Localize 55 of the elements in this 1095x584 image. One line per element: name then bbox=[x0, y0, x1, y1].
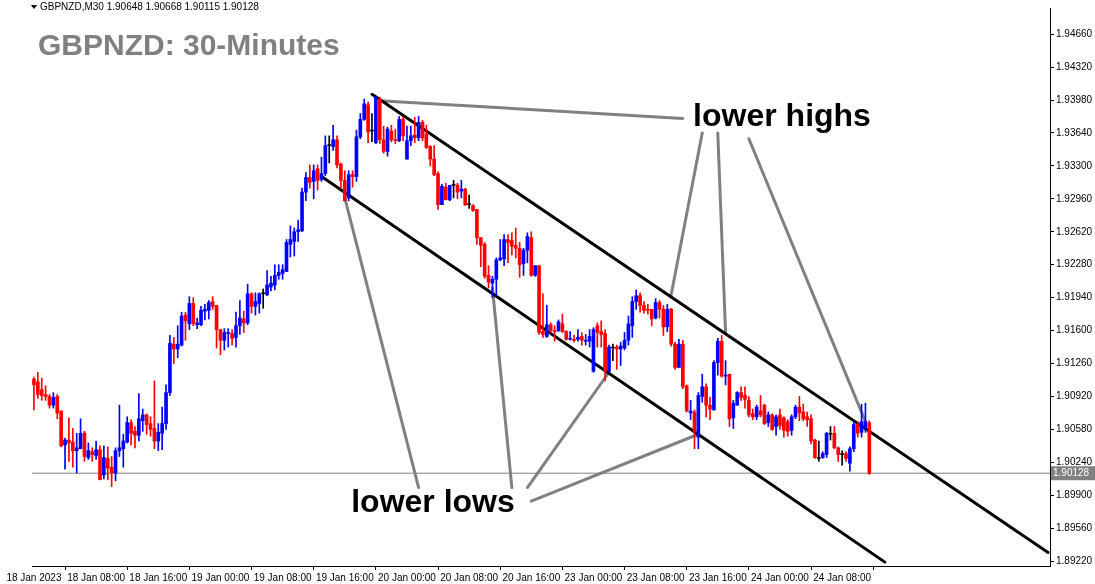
candlestick bbox=[241, 310, 246, 333]
x-tick-label: 23 Jan 16:00 bbox=[688, 571, 748, 583]
y-tick-label: 1.91940 bbox=[1056, 291, 1093, 303]
candlestick bbox=[576, 329, 580, 342]
candlestick bbox=[572, 335, 576, 343]
x-tick-label: 18 Jan 16:00 bbox=[129, 571, 188, 583]
ref-line-label: 1.90128 bbox=[1053, 466, 1090, 478]
y-tick-label: 1.91260 bbox=[1056, 357, 1093, 369]
x-tick-label: 19 Jan 16:00 bbox=[315, 571, 375, 583]
x-tick-label: 23 Jan 08:00 bbox=[626, 571, 685, 583]
x-tick-label: 20 Jan 08:00 bbox=[440, 571, 499, 583]
candlestick bbox=[63, 437, 67, 470]
x-tick-label: 20 Jan 00:00 bbox=[378, 571, 437, 583]
y-tick-label: 1.93640 bbox=[1056, 126, 1093, 138]
x-tick-label: 18 Jan 2023 bbox=[6, 571, 62, 583]
x-tick-label: 24 Jan 00:00 bbox=[751, 571, 810, 583]
chart-subtitle: GBPNZD,M30 1.90648 1.90668 1.90115 1.90128 bbox=[40, 1, 259, 12]
x-tick-label: 23 Jan 00:00 bbox=[564, 571, 623, 583]
y-tick-label: 1.94660 bbox=[1056, 27, 1093, 39]
candlestick bbox=[646, 304, 650, 315]
candlestick bbox=[327, 135, 332, 164]
y-tick-label: 1.94320 bbox=[1056, 60, 1093, 72]
candlestick bbox=[840, 450, 844, 466]
candlestick bbox=[506, 234, 510, 264]
y-tick-label: 1.90580 bbox=[1056, 423, 1093, 435]
y-tick-label: 1.93980 bbox=[1056, 93, 1093, 105]
candlestick bbox=[412, 117, 417, 143]
x-tick-label: 20 Jan 16:00 bbox=[502, 571, 561, 583]
y-tick-label: 1.89900 bbox=[1056, 489, 1093, 501]
annotation: lower highs bbox=[693, 96, 871, 133]
annotation: lower lows bbox=[351, 482, 515, 519]
candlestick bbox=[74, 432, 79, 474]
y-tick-label: 1.90920 bbox=[1056, 390, 1093, 402]
y-tick-label: 1.93300 bbox=[1056, 159, 1093, 171]
text: GBPNZD: 30-Minutes bbox=[38, 28, 340, 62]
candlestick bbox=[32, 376, 36, 411]
x-tick-label: 24 Jan 08:00 bbox=[813, 571, 872, 583]
y-tick-label: 1.92620 bbox=[1056, 225, 1093, 237]
x-tick-label: 19 Jan 00:00 bbox=[191, 571, 250, 583]
x-tick-label: 18 Jan 08:00 bbox=[67, 571, 126, 583]
candlestick bbox=[583, 334, 588, 346]
candlestick bbox=[393, 128, 398, 144]
y-tick-label: 1.92960 bbox=[1056, 192, 1093, 204]
x-tick-label: 19 Jan 08:00 bbox=[253, 571, 312, 583]
y-tick-label: 1.90240 bbox=[1056, 456, 1093, 468]
candlestick bbox=[307, 164, 312, 189]
candlestick bbox=[171, 337, 176, 364]
y-tick-label: 1.89560 bbox=[1056, 521, 1093, 533]
candlestick bbox=[467, 194, 471, 209]
candlestick bbox=[261, 288, 266, 309]
y-tick-label: 1.91600 bbox=[1056, 324, 1093, 336]
y-tick-label: 1.92280 bbox=[1056, 258, 1093, 270]
candlestick bbox=[568, 331, 572, 341]
y-tick-label: 1.89220 bbox=[1056, 554, 1093, 566]
candlestick bbox=[90, 447, 95, 462]
